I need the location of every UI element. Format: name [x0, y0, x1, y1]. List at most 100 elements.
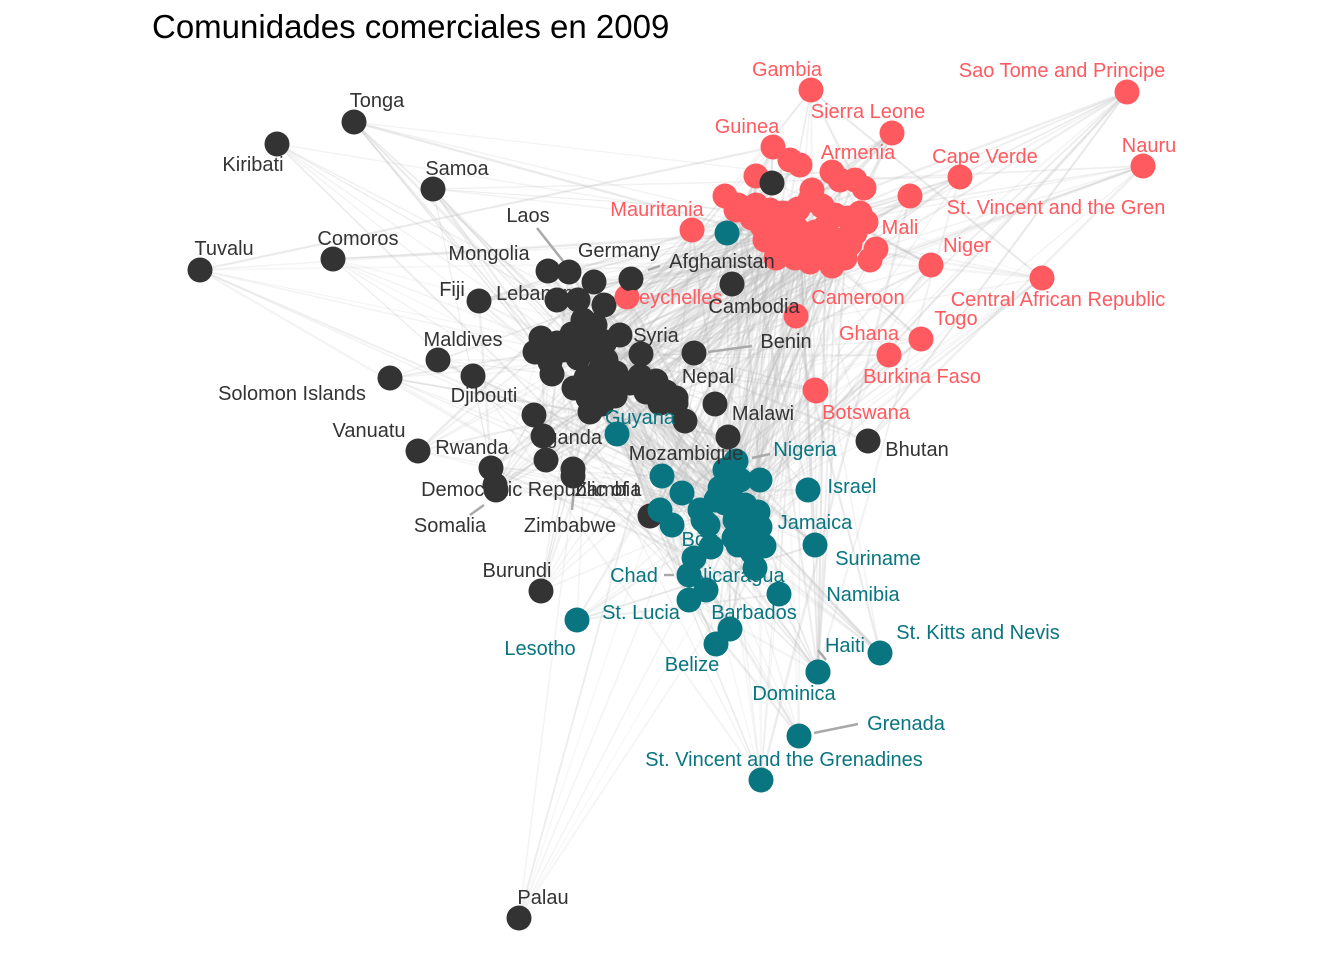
label-democratic-republic-of-t: Democratic Republic of t: [421, 479, 639, 501]
node-burundi: [528, 578, 554, 604]
node-kiribati: [264, 131, 290, 157]
trade-edge: [659, 403, 716, 511]
label-guinea: Guinea: [715, 116, 780, 138]
country-node: [799, 177, 825, 203]
label-maldives: Maldives: [424, 329, 503, 351]
trade-edge: [714, 354, 890, 405]
country-node: [783, 215, 809, 241]
node-vanuatu: [405, 438, 431, 464]
trade-edge: [875, 165, 1144, 250]
trade-edge: [584, 164, 801, 343]
node-germany: [581, 269, 607, 295]
country-node: [591, 292, 617, 318]
label-somalia: Somalia: [414, 515, 487, 537]
trade-edge: [759, 264, 932, 481]
node-suriname: [802, 532, 828, 558]
label-armenia: Armenia: [821, 142, 896, 164]
label-mali: Mali: [882, 217, 919, 239]
trade-edge: [867, 91, 1128, 442]
label-st-vincent-and-the-grenadines: St. Vincent and the Grenadines: [645, 749, 923, 771]
label-nauru: Nauru: [1122, 135, 1176, 157]
label-leader-line: [570, 489, 576, 511]
label-botswana: Botswana: [822, 402, 911, 424]
trade-edge: [659, 175, 757, 511]
node-ghana: [876, 342, 902, 368]
trade-edge: [729, 229, 801, 630]
trade-edge: [778, 249, 801, 737]
trade-edge: [389, 377, 729, 438]
country-node: [690, 507, 716, 533]
trade-edge: [817, 257, 846, 673]
node-mozambique: [715, 424, 741, 450]
node-afghanistan: [618, 266, 644, 292]
node-israel: [795, 477, 821, 503]
node-samoa: [420, 176, 446, 202]
trade-edge: [353, 121, 591, 361]
country-node: [539, 361, 565, 387]
node-mauritania: [679, 217, 705, 243]
label-palau: Palau: [517, 887, 568, 909]
label-seychelles: Seychelles: [626, 287, 723, 309]
trade-edge: [739, 277, 1043, 481]
trade-edge: [763, 257, 825, 547]
country-node: [649, 463, 675, 489]
label-burkina-faso: Burkina Faso: [863, 366, 981, 388]
node-togo: [908, 326, 934, 352]
trade-edge: [332, 237, 789, 260]
trade-edge: [816, 225, 828, 673]
label-comoros: Comoros: [317, 228, 398, 250]
trade-edge: [575, 257, 797, 621]
trade-edge: [276, 143, 591, 361]
node-cameroon: [783, 303, 809, 329]
node-nicaragua: [742, 555, 768, 581]
country-node: [787, 152, 813, 178]
trade-edge: [799, 229, 819, 673]
trade-edge: [518, 359, 591, 919]
label-namibia: Namibia: [826, 584, 900, 606]
trade-edge: [276, 143, 801, 231]
trade-edge: [589, 277, 1043, 361]
trade-edge: [688, 599, 800, 737]
trade-edge: [353, 121, 551, 363]
label-mauritania: Mauritania: [610, 199, 704, 221]
label-zimbabwe: Zimbabwe: [524, 515, 616, 537]
label-st-kitts-and-nevis: St. Kitts and Nevis: [896, 622, 1059, 644]
label-solomon-islands: Solomon Islands: [218, 383, 366, 405]
label-syria: Syria: [633, 325, 679, 347]
trade-edge: [816, 257, 847, 673]
trade-edge: [655, 176, 961, 382]
label-leader-line: [813, 722, 859, 735]
trade-edge: [816, 225, 828, 673]
trade-edge: [809, 89, 857, 181]
label-cape-verde: Cape Verde: [932, 146, 1038, 168]
node-namibia: [766, 581, 792, 607]
trade-edge: [715, 229, 801, 645]
trade-edge: [724, 354, 890, 471]
country-node: [707, 475, 733, 501]
trade-edge: [477, 300, 493, 469]
trade-edge: [332, 258, 695, 354]
node-nepal: [663, 385, 689, 411]
label-kiribati: Kiribati: [222, 154, 283, 176]
trade-edge: [518, 229, 801, 919]
node-cape-verde: [947, 164, 973, 190]
node-djibouti: [460, 363, 486, 389]
label-tuvalu: Tuvalu: [194, 238, 253, 260]
trade-edge: [839, 165, 1144, 181]
trade-edge: [671, 249, 839, 526]
trade-edge: [495, 397, 677, 491]
label-leader-line: [751, 452, 771, 460]
label-lesotho: Lesotho: [504, 638, 575, 660]
trade-edge: [763, 545, 881, 654]
country-node: [819, 253, 845, 279]
trade-edge: [199, 259, 871, 271]
trade-edge: [389, 376, 729, 439]
trade-edge: [799, 229, 809, 491]
country-node: [747, 467, 773, 493]
label-uganda: Uganda: [532, 427, 603, 449]
node-syria: [628, 341, 654, 367]
label-nicaragua: Nicaragua: [693, 565, 785, 587]
chart-title: Comunidades comerciales en 2009: [152, 8, 670, 45]
label-djibouti: Djibouti: [451, 385, 518, 407]
